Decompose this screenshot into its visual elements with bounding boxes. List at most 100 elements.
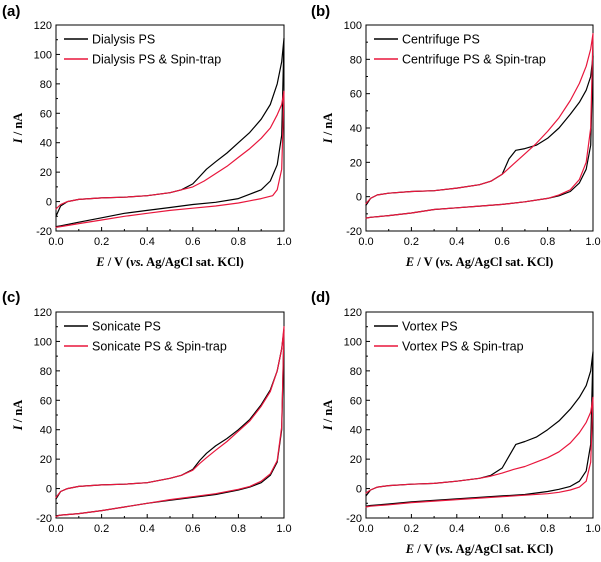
- y-tick-label: 0: [46, 484, 52, 496]
- y-tick-label: 20: [40, 167, 52, 179]
- x-tick-label: 1.0: [585, 523, 600, 535]
- panel-letter: (a): [2, 3, 20, 20]
- y-tick-label: 80: [350, 366, 362, 378]
- panel-1: (b) 0.0 0.2 0.4 0.6 0.8 1.0 -20 0 20 40 60 80 100 I / …: [311, 3, 601, 269]
- y-axis-unit: / nA: [11, 400, 25, 426]
- x-tick-label: 0.8: [540, 523, 555, 535]
- x-tick-label: 0.4: [449, 236, 464, 248]
- x-tick-label: 1.0: [276, 236, 291, 248]
- x-axis-vs: vs.: [440, 255, 454, 269]
- y-tick-label: 100: [344, 20, 362, 32]
- legend-label-1: Sonicate PS & Spin-trap: [92, 340, 227, 354]
- series-line-1: [55, 326, 285, 518]
- x-axis-label: E / V (vs. Ag/AgCl sat. KCl): [95, 255, 243, 269]
- x-tick-label: 1.0: [276, 523, 291, 535]
- x-axis-var: E: [405, 542, 414, 556]
- y-tick-label: 80: [40, 366, 52, 378]
- x-axis-var: E: [95, 255, 104, 269]
- x-axis-label: E / V (vs. Ag/AgCl sat. KCl): [405, 255, 553, 269]
- x-axis-unit: / V (: [414, 542, 440, 556]
- y-tick-label: -20: [36, 226, 52, 238]
- x-axis-unit: / V (: [105, 255, 131, 269]
- x-tick-label: 0.6: [185, 236, 200, 248]
- x-axis-ref: Ag/AgCl sat. KCl): [453, 255, 553, 269]
- series-line-0: [365, 55, 594, 219]
- x-tick-label: 0.6: [495, 523, 510, 535]
- y-tick-label: 40: [350, 425, 362, 437]
- y-axis-label: I / nA: [321, 113, 335, 145]
- y-tick-label: 60: [350, 89, 362, 101]
- y-axis-label: I / nA: [11, 113, 25, 145]
- x-tick-label: 0.2: [404, 523, 419, 535]
- x-tick-label: 0.8: [231, 236, 246, 248]
- y-axis-var: I: [321, 137, 335, 144]
- series-line-1: [365, 396, 594, 508]
- legend-label-0: Sonicate PS: [92, 320, 161, 334]
- y-axis-unit: / nA: [11, 113, 25, 139]
- y-tick-label: 40: [350, 123, 362, 135]
- y-axis-unit: / nA: [321, 113, 335, 139]
- y-tick-label: 40: [40, 138, 52, 150]
- y-axis-var: I: [11, 137, 25, 144]
- y-tick-label: 0: [356, 484, 362, 496]
- y-axis-label: I / nA: [321, 400, 335, 432]
- x-axis-unit: / V (: [414, 255, 440, 269]
- panel-0: (a) 0.0 0.2 0.4 0.6 0.8 1.0 -20 0 20 40 60 80 100 120 I…: [2, 3, 292, 269]
- y-axis-unit: / nA: [321, 400, 335, 426]
- x-axis-ref: Ag/AgCl sat. KCl): [144, 255, 244, 269]
- y-tick-label: 0: [46, 197, 52, 209]
- legend-label-0: Vortex PS: [402, 320, 458, 334]
- y-tick-label: 20: [350, 157, 362, 169]
- y-tick-label: 60: [350, 395, 362, 407]
- y-tick-label: 20: [350, 454, 362, 466]
- x-axis-var: E: [405, 255, 414, 269]
- y-tick-label: 60: [40, 395, 52, 407]
- y-tick-label: 60: [40, 108, 52, 120]
- y-tick-label: -20: [346, 226, 362, 238]
- x-tick-label: 0.8: [540, 236, 555, 248]
- panel-3: (d) 0.0 0.2 0.4 0.6 0.8 1.0 -20 0 20 40 60 80 100 120 I…: [311, 289, 601, 556]
- y-tick-label: 20: [40, 454, 52, 466]
- series-line-1: [55, 90, 285, 228]
- x-tick-label: 0.0: [48, 236, 63, 248]
- panel-letter: (b): [311, 3, 330, 20]
- legend-label-1: Dialysis PS & Spin-trap: [92, 53, 221, 67]
- y-tick-label: 120: [34, 307, 52, 319]
- series-line-1: [365, 32, 594, 219]
- y-tick-label: 80: [40, 79, 52, 91]
- y-tick-label: -20: [36, 513, 52, 525]
- x-tick-label: 0.6: [185, 523, 200, 535]
- x-tick-label: 0.4: [449, 523, 464, 535]
- x-axis-vs: vs.: [130, 255, 144, 269]
- legend-label-1: Centrifuge PS & Spin-trap: [402, 53, 546, 67]
- panel-2: (c) 0.0 0.2 0.4 0.6 0.8 1.0 -20 0 20 40 60 80 100 120 I…: [2, 289, 292, 535]
- legend-label-0: Dialysis PS: [92, 33, 155, 47]
- x-tick-label: 1.0: [585, 236, 600, 248]
- x-tick-label: 0.2: [94, 236, 109, 248]
- x-tick-label: 0.0: [358, 523, 373, 535]
- series-line-0: [55, 329, 285, 517]
- y-tick-label: -20: [346, 513, 362, 525]
- x-tick-label: 0.8: [231, 523, 246, 535]
- series-line-0: [365, 351, 594, 507]
- y-tick-label: 0: [356, 192, 362, 204]
- y-tick-label: 120: [344, 307, 362, 319]
- legend-label-1: Vortex PS & Spin-trap: [402, 340, 524, 354]
- x-tick-label: 0.6: [495, 236, 510, 248]
- x-axis-label: E / V (vs. Ag/AgCl sat. KCl): [405, 542, 553, 556]
- y-axis-label: I / nA: [11, 400, 25, 432]
- x-axis-ref: Ag/AgCl sat. KCl): [453, 542, 553, 556]
- x-tick-label: 0.2: [94, 523, 109, 535]
- x-tick-label: 0.2: [404, 236, 419, 248]
- x-tick-label: 0.4: [140, 236, 155, 248]
- x-tick-label: 0.4: [140, 523, 155, 535]
- y-tick-label: 100: [344, 336, 362, 348]
- x-tick-label: 0.0: [48, 523, 63, 535]
- x-tick-label: 0.0: [358, 236, 373, 248]
- y-tick-label: 120: [34, 20, 52, 32]
- x-axis-vs: vs.: [440, 542, 454, 556]
- y-tick-label: 40: [40, 425, 52, 437]
- y-tick-label: 100: [34, 336, 52, 348]
- y-tick-label: 80: [350, 54, 362, 66]
